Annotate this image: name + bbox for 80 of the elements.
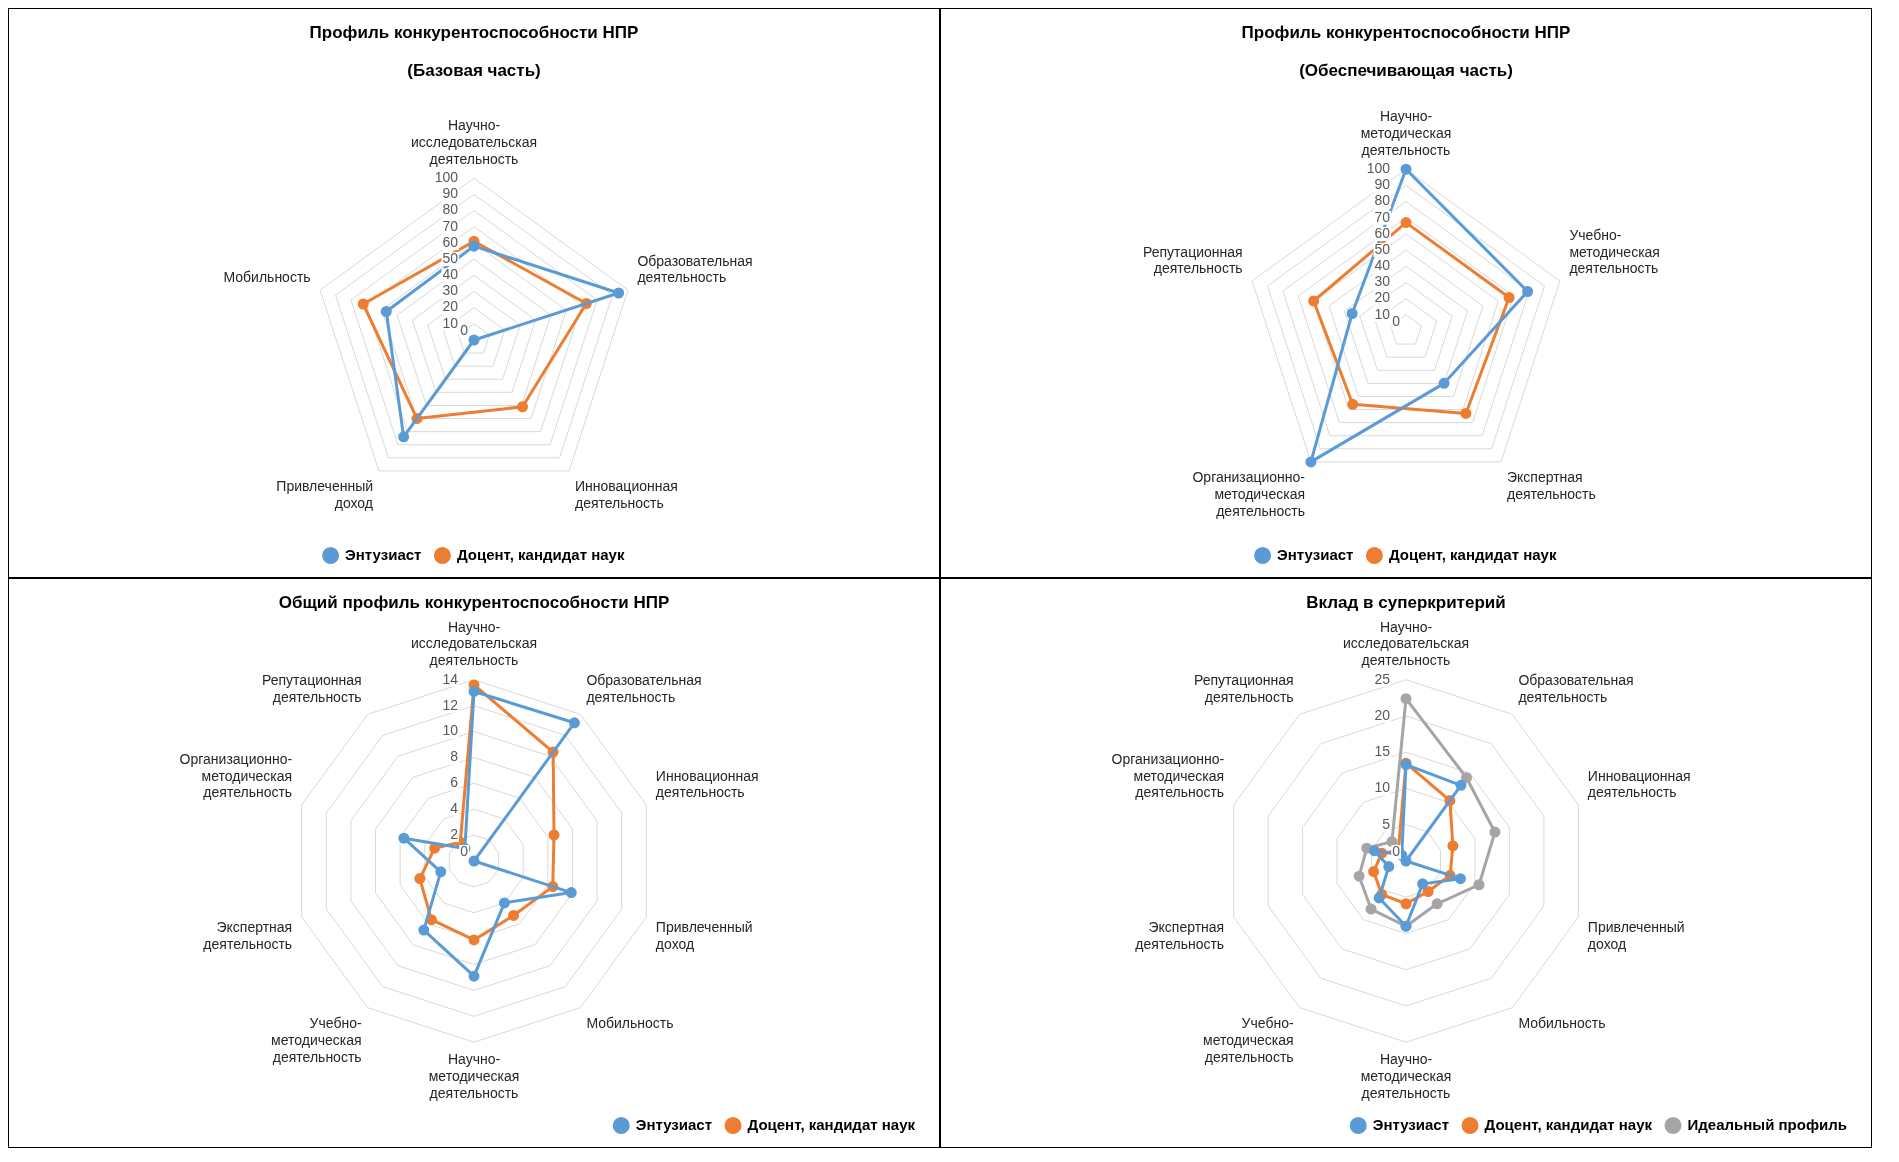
y-tick-label: 5: [1382, 815, 1391, 832]
spoke-label: Научно-исследовательская деятельность: [410, 117, 538, 167]
spoke-label: Учебно-методическая деятельность: [1203, 1014, 1294, 1065]
y-tick-label: 12: [442, 696, 459, 713]
spoke-label: Научно-исследовательская деятельность: [410, 618, 538, 669]
y-tick-label: 100: [1366, 160, 1391, 177]
y-tick-label: 0: [460, 842, 469, 859]
spoke-label: Научно-методическая деятельность: [428, 1051, 520, 1102]
spoke-label: Репутационная деятельность: [262, 671, 362, 705]
legend-label: Энтузиаст: [1277, 545, 1354, 563]
y-tick-label: 8: [450, 748, 459, 765]
legend-label: Энтузиаст: [1372, 1115, 1450, 1133]
chart-title: Профиль конкурентоспособности НПР: [1241, 22, 1571, 42]
spoke-label: Экспертная деятельность: [203, 919, 293, 953]
spoke-label: Привлеченный доход: [276, 478, 374, 512]
chart-title: Профиль конкурентоспособности НПР: [309, 22, 639, 42]
spoke-label: Инновационная деятельность: [574, 478, 678, 512]
legend-label: Энтузиаст: [345, 545, 422, 563]
spoke-label: Репутационная деятельность: [1194, 671, 1294, 705]
legend-label: Доцент, кандидат наук: [747, 1115, 916, 1133]
spoke-label: Образовательная деятельность: [637, 252, 753, 286]
y-tick-label: 10: [1374, 779, 1391, 796]
legend-label: Идеальный профиль: [1687, 1115, 1848, 1133]
y-tick-label: 60: [442, 233, 459, 250]
spoke-label: Привлеченный доход: [1587, 919, 1685, 953]
chart-title: Общий профиль конкурентоспособности НПР: [278, 592, 670, 612]
y-tick-label: 10: [442, 722, 459, 739]
spoke-label: Экспертная деятельность: [1506, 469, 1596, 503]
legend-label: Энтузиаст: [635, 1115, 713, 1133]
spoke-label: Научно-методическая деятельность: [1360, 1051, 1452, 1102]
spoke-label: Мобильность: [1518, 1014, 1606, 1031]
spoke-label: Экспертная деятельность: [1135, 919, 1225, 953]
y-tick-label: 70: [1374, 208, 1391, 225]
spoke-label: Привлеченный доход: [655, 919, 753, 953]
y-tick-label: 20: [1374, 289, 1391, 306]
y-tick-label: 40: [1374, 257, 1391, 274]
spoke-label: Учебно-методическая деятельность: [1569, 226, 1660, 277]
spoke-label: Организационно-методическая деятельность: [1111, 750, 1225, 801]
y-tick-label: 0: [1392, 312, 1401, 329]
spoke-label: Научно-методическая деятельность: [1360, 108, 1452, 158]
spoke-label: Учебно-методическая деятельность: [271, 1014, 362, 1065]
legend-label: Доцент, кандидат наук: [1484, 1115, 1653, 1133]
y-tick-label: 0: [460, 321, 469, 338]
y-tick-label: 20: [1374, 706, 1391, 723]
y-tick-label: 10: [442, 314, 459, 331]
chart-subtitle: (Обеспечивающая часть): [1299, 61, 1513, 81]
y-tick-label: 2: [450, 825, 459, 842]
y-tick-label: 50: [1374, 240, 1391, 257]
y-tick-label: 14: [442, 670, 459, 687]
y-tick-label: 90: [1374, 176, 1391, 193]
y-tick-label: 80: [1374, 192, 1391, 209]
y-tick-label: 4: [450, 800, 459, 817]
y-tick-label: 6: [450, 774, 459, 791]
y-tick-label: 10: [1374, 305, 1391, 322]
chart-title: Вклад в суперкритерий: [1306, 592, 1506, 612]
spoke-label: Научно-исследовательская деятельность: [1342, 618, 1470, 669]
spoke-label: Организационно-методическая деятельность: [179, 750, 293, 801]
spoke-label: Образовательная деятельность: [1518, 671, 1634, 705]
spoke-label: Мобильность: [223, 269, 311, 286]
legend-label: Доцент, кандидат наук: [456, 545, 625, 563]
y-tick-label: 90: [442, 185, 459, 202]
y-tick-label: 15: [1374, 743, 1391, 760]
y-tick-label: 30: [1374, 273, 1391, 290]
y-tick-label: 20: [442, 298, 459, 315]
y-tick-label: 40: [442, 266, 459, 283]
legend-label: Доцент, кандидат наук: [1388, 545, 1557, 563]
y-tick-label: 25: [1374, 670, 1391, 687]
y-tick-label: 60: [1374, 224, 1391, 241]
y-tick-label: 100: [434, 169, 459, 186]
y-tick-label: 80: [442, 201, 459, 218]
spoke-label: Инновационная деятельность: [1587, 767, 1691, 801]
spoke-label: Организационно-методическая деятельность: [1192, 469, 1306, 519]
spoke-label: Образовательная деятельность: [586, 671, 702, 705]
spoke-label: Репутационная деятельность: [1143, 243, 1243, 277]
spoke-label: Мобильность: [586, 1014, 674, 1031]
y-tick-label: 50: [442, 249, 459, 266]
y-tick-label: 70: [442, 217, 459, 234]
chart-subtitle: (Базовая часть): [407, 61, 541, 81]
spoke-label: Инновационная деятельность: [655, 767, 759, 801]
y-tick-label: 30: [442, 282, 459, 299]
